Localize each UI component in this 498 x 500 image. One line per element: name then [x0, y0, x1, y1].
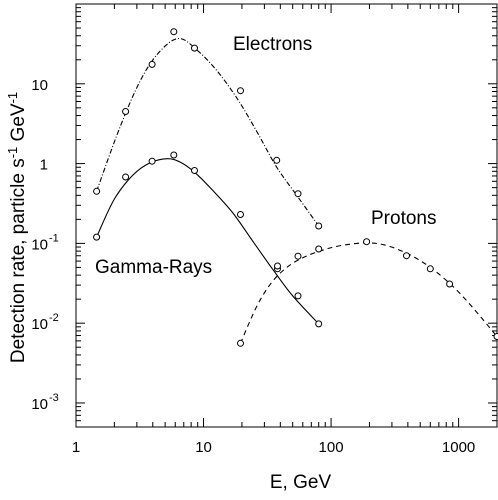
data-point-electrons: [122, 108, 130, 115]
data-point-gamma-rays: [170, 151, 178, 159]
data-point-gamma-rays: [148, 157, 156, 165]
axis-ticks: [75, 3, 498, 428]
data-point-protons: [426, 265, 434, 273]
y-tick-label: 10: [31, 396, 48, 413]
x-axis-title: E, GeV: [270, 472, 332, 493]
y-tick-exponent: -3: [49, 392, 59, 404]
data-point-protons: [363, 238, 371, 246]
y-tick-label: 10: [31, 316, 48, 333]
series-line-electrons: [96, 37, 320, 227]
x-tick-label: 100: [319, 439, 344, 456]
data-point-electrons: [315, 222, 323, 230]
data-point-gamma-rays: [191, 167, 198, 174]
data-point-protons: [403, 252, 410, 260]
data-point-gamma-rays: [122, 173, 130, 181]
y-tick-exponent: -1: [49, 232, 59, 244]
series-label-electrons: Electrons: [233, 34, 312, 55]
series-label-protons: Protons: [371, 208, 436, 229]
data-point-electrons: [93, 187, 101, 195]
data-point-gamma-rays: [93, 233, 101, 241]
series-label-gamma-rays: Gamma-Rays: [95, 257, 212, 278]
data-point-gamma-rays: [294, 292, 302, 300]
x-tick-label: 10: [195, 439, 212, 456]
data-point-electrons: [273, 156, 281, 164]
x-tick-label: 1000: [442, 439, 475, 456]
data-point-protons: [274, 262, 281, 270]
y-tick-label: 10: [31, 236, 48, 253]
data-point-electrons: [294, 190, 302, 198]
data-point-electrons: [170, 28, 178, 36]
y-tick-label: 10: [31, 77, 48, 94]
x-tick-label: 1: [72, 439, 80, 456]
series-line-gamma-rays: [96, 158, 320, 325]
data-point-electrons: [148, 60, 156, 68]
plot-frame: [75, 3, 498, 428]
y-tick-exponent: -2: [49, 312, 59, 324]
data-point-protons: [446, 280, 454, 288]
data-point-electrons: [191, 44, 198, 52]
data-point-gamma-rays: [237, 211, 244, 218]
data-point-protons: [315, 245, 323, 253]
data-point-protons: [237, 339, 244, 347]
y-axis-title: Detection rate, particle s-1 GeV-1: [5, 92, 30, 363]
data-point-protons: [294, 252, 302, 260]
data-point-gamma-rays: [315, 320, 323, 328]
data-point-protons: [493, 333, 498, 340]
series-points: [93, 28, 498, 347]
series-line-protons: [239, 242, 498, 344]
data-point-electrons: [237, 87, 244, 95]
y-tick-label: 1: [40, 157, 48, 174]
